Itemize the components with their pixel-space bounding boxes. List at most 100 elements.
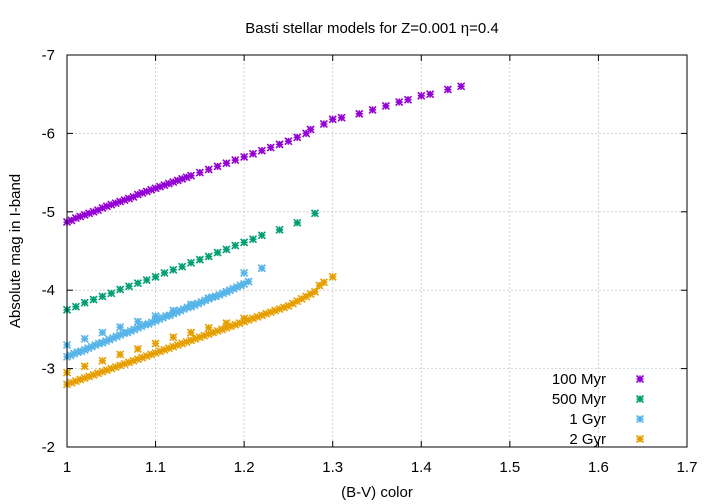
data-point	[284, 301, 293, 310]
data-point	[257, 264, 266, 273]
data-point	[80, 373, 89, 383]
data-point	[151, 312, 160, 321]
data-point	[133, 279, 142, 288]
legend-label: 500 Myr	[552, 391, 606, 408]
data-point	[222, 319, 231, 328]
data-point	[116, 350, 125, 359]
data-point	[85, 209, 94, 218]
data-point	[257, 146, 266, 155]
data-point	[337, 113, 346, 122]
data-point	[204, 330, 213, 339]
data-point	[186, 336, 196, 345]
data-point	[138, 188, 147, 198]
data-point	[108, 333, 118, 343]
data-point	[275, 140, 284, 149]
data-point	[107, 289, 116, 298]
axis-ticks	[66, 54, 688, 448]
data-point	[266, 308, 275, 317]
data-point	[257, 231, 266, 240]
data-point	[178, 339, 187, 348]
data-point	[302, 129, 311, 138]
data-layer	[62, 82, 466, 389]
data-point	[80, 334, 89, 343]
data-point	[160, 181, 169, 190]
data-point	[164, 179, 173, 188]
data-point	[213, 162, 222, 171]
data-point	[137, 322, 146, 331]
data-point	[186, 300, 196, 309]
data-point	[190, 301, 199, 310]
data-point	[240, 314, 249, 323]
data-point	[84, 344, 93, 353]
data-point	[162, 312, 171, 321]
y-tick-label: -7	[42, 47, 55, 64]
data-point	[67, 216, 76, 225]
data-point	[89, 207, 98, 216]
data-point	[328, 272, 337, 281]
data-point	[279, 303, 289, 312]
data-point	[116, 330, 125, 339]
data-point	[240, 152, 249, 161]
data-point	[403, 95, 413, 104]
series-500-myr	[62, 209, 320, 314]
data-point	[208, 293, 217, 302]
data-point	[76, 212, 85, 221]
data-point	[215, 290, 224, 299]
data-point	[151, 184, 160, 193]
data-point	[172, 308, 181, 317]
legend-item: 1 Gyr	[569, 411, 645, 428]
data-point	[102, 202, 111, 211]
data-point	[231, 155, 240, 165]
data-point	[257, 311, 266, 320]
legend-label: 1 Gyr	[569, 411, 606, 428]
data-point	[306, 290, 315, 299]
data-point	[147, 350, 156, 359]
data-point	[271, 306, 280, 315]
data-point	[195, 255, 204, 264]
data-point	[231, 320, 240, 329]
data-point	[93, 206, 103, 215]
data-point	[275, 225, 284, 234]
data-point	[355, 109, 364, 118]
data-point	[248, 149, 258, 158]
data-point	[105, 335, 114, 344]
data-point	[266, 143, 275, 152]
data-point	[186, 258, 196, 267]
x-tick-label: 1.7	[677, 459, 698, 476]
data-point	[116, 322, 125, 332]
data-point	[80, 210, 89, 220]
data-point	[204, 293, 213, 303]
legend: 100 Myr 500 Myr 1 Gyr 2 Gyr	[552, 371, 645, 448]
data-point	[244, 315, 253, 325]
data-point	[119, 329, 128, 338]
y-tick-label: -3	[42, 361, 55, 378]
y-tick-label: -2	[42, 439, 55, 456]
x-tick-label: 1	[63, 459, 71, 476]
series-1-gyr	[62, 264, 266, 361]
data-point	[222, 323, 231, 332]
data-point	[71, 214, 80, 223]
data-point	[306, 125, 315, 134]
data-point	[195, 333, 204, 342]
y-tick-label: -4	[42, 282, 55, 299]
series-2-gyr	[62, 272, 337, 389]
data-point	[158, 313, 167, 322]
data-point	[194, 299, 203, 308]
data-point	[80, 362, 89, 371]
data-point	[151, 272, 160, 281]
data-point	[151, 316, 160, 325]
data-point	[73, 348, 82, 357]
data-point	[129, 192, 138, 201]
data-point	[98, 367, 107, 376]
data-point	[76, 375, 85, 384]
data-point	[133, 317, 142, 326]
data-point	[288, 299, 297, 308]
data-point	[91, 341, 100, 350]
data-point	[235, 319, 244, 328]
data-point	[71, 302, 80, 311]
data-point	[169, 333, 178, 342]
data-point	[93, 369, 103, 378]
data-point	[70, 349, 79, 358]
data-point	[229, 284, 238, 293]
